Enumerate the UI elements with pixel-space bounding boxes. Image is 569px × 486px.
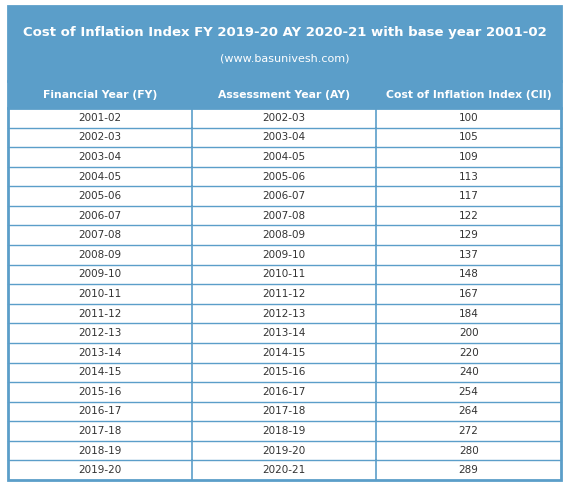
Text: Assessment Year (AY): Assessment Year (AY): [218, 89, 351, 100]
Text: 2017-18: 2017-18: [262, 406, 306, 417]
Text: 2016-17: 2016-17: [262, 387, 306, 397]
Text: 2003-04: 2003-04: [263, 132, 306, 142]
Text: 184: 184: [459, 309, 479, 319]
Text: 280: 280: [459, 446, 479, 456]
Text: Cost of Inflation Index FY 2019-20 AY 2020-21 with base year 2001-02: Cost of Inflation Index FY 2019-20 AY 20…: [23, 26, 546, 39]
Bar: [8, 81, 561, 108]
Bar: [8, 402, 561, 421]
Text: 2006-07: 2006-07: [263, 191, 306, 201]
Text: 289: 289: [459, 465, 479, 475]
Text: 2019-20: 2019-20: [79, 465, 122, 475]
Text: 117: 117: [459, 191, 479, 201]
Bar: [8, 421, 561, 441]
Text: 113: 113: [459, 172, 479, 182]
Text: 2019-20: 2019-20: [263, 446, 306, 456]
Text: 2013-14: 2013-14: [262, 328, 306, 338]
Text: 148: 148: [459, 269, 479, 279]
Bar: [8, 304, 561, 323]
Bar: [8, 206, 561, 226]
Text: 2017-18: 2017-18: [79, 426, 122, 436]
Text: 264: 264: [459, 406, 479, 417]
Text: 105: 105: [459, 132, 479, 142]
Bar: [8, 226, 561, 245]
Text: 2014-15: 2014-15: [262, 348, 306, 358]
Bar: [8, 382, 561, 402]
Bar: [8, 323, 561, 343]
Text: 2020-21: 2020-21: [263, 465, 306, 475]
Bar: [8, 128, 561, 147]
Text: 2005-06: 2005-06: [79, 191, 122, 201]
Text: 2005-06: 2005-06: [263, 172, 306, 182]
Text: 2015-16: 2015-16: [79, 387, 122, 397]
Text: 2015-16: 2015-16: [262, 367, 306, 377]
Text: 272: 272: [459, 426, 479, 436]
Text: 2011-12: 2011-12: [79, 309, 122, 319]
Text: 2002-03: 2002-03: [263, 113, 306, 123]
Text: 109: 109: [459, 152, 479, 162]
Bar: [8, 108, 561, 128]
Text: 2004-05: 2004-05: [263, 152, 306, 162]
Bar: [8, 245, 561, 265]
Text: 2002-03: 2002-03: [79, 132, 122, 142]
Text: 2001-02: 2001-02: [79, 113, 122, 123]
Text: 2018-19: 2018-19: [79, 446, 122, 456]
Text: 167: 167: [459, 289, 479, 299]
Text: 2014-15: 2014-15: [79, 367, 122, 377]
Text: 240: 240: [459, 367, 479, 377]
Bar: [8, 167, 561, 186]
Text: 137: 137: [459, 250, 479, 260]
Bar: [8, 441, 561, 460]
Text: 2016-17: 2016-17: [79, 406, 122, 417]
Text: 100: 100: [459, 113, 479, 123]
Text: 2007-08: 2007-08: [263, 211, 306, 221]
Bar: [8, 363, 561, 382]
Text: 2004-05: 2004-05: [79, 172, 122, 182]
Text: 129: 129: [459, 230, 479, 240]
Text: 2013-14: 2013-14: [79, 348, 122, 358]
Text: 2006-07: 2006-07: [79, 211, 122, 221]
Bar: [8, 284, 561, 304]
Text: 122: 122: [459, 211, 479, 221]
Text: Financial Year (FY): Financial Year (FY): [43, 89, 157, 100]
Text: 2018-19: 2018-19: [262, 426, 306, 436]
Text: 2011-12: 2011-12: [262, 289, 306, 299]
Bar: [8, 265, 561, 284]
Bar: [8, 6, 561, 81]
Bar: [8, 186, 561, 206]
Text: Cost of Inflation Index (CII): Cost of Inflation Index (CII): [386, 89, 551, 100]
Text: 220: 220: [459, 348, 479, 358]
Text: 254: 254: [459, 387, 479, 397]
Bar: [8, 147, 561, 167]
Text: 2009-10: 2009-10: [263, 250, 306, 260]
Bar: [8, 343, 561, 363]
Text: 2009-10: 2009-10: [79, 269, 122, 279]
Text: 2008-09: 2008-09: [79, 250, 122, 260]
Text: 2012-13: 2012-13: [262, 309, 306, 319]
Bar: [8, 460, 561, 480]
Text: 2003-04: 2003-04: [79, 152, 122, 162]
Text: 200: 200: [459, 328, 479, 338]
Text: 2008-09: 2008-09: [263, 230, 306, 240]
Text: (www.basunivesh.com): (www.basunivesh.com): [220, 53, 349, 64]
Text: 2007-08: 2007-08: [79, 230, 122, 240]
Text: 2010-11: 2010-11: [79, 289, 122, 299]
Text: 2012-13: 2012-13: [79, 328, 122, 338]
Text: 2010-11: 2010-11: [263, 269, 306, 279]
